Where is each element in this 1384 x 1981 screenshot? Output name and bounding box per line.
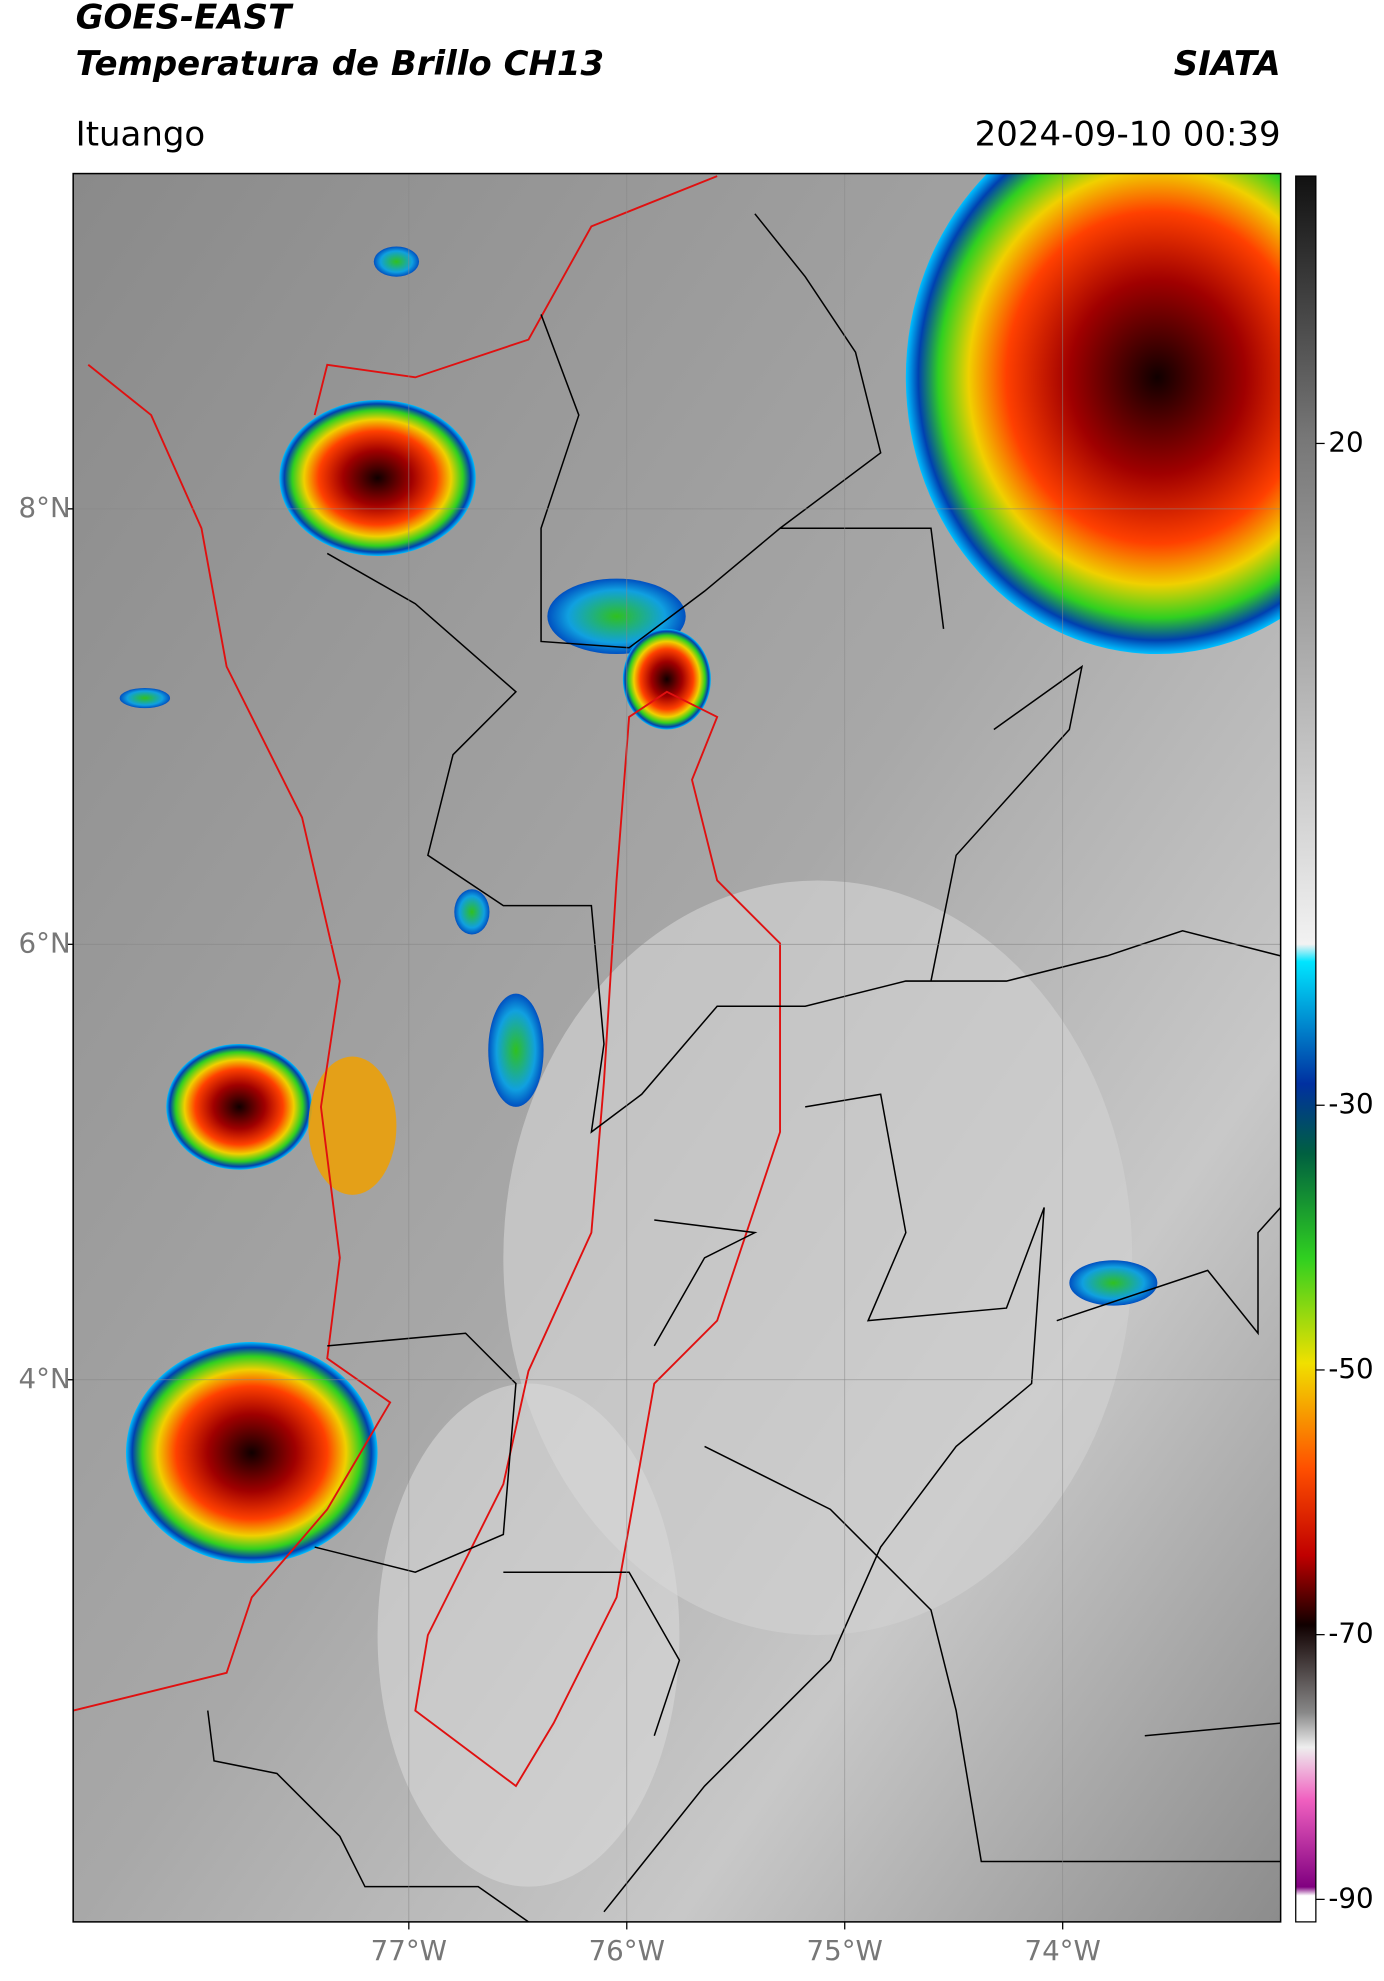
x-tick-label: 77°W [371,1934,447,1967]
colorbar-tick-label: -90 [1328,1881,1373,1914]
colorbar-tick-label: 20 [1328,425,1363,458]
title: GOES-EAST [76,0,294,37]
location: Ituango [76,114,206,154]
x-tick-label: 76°W [589,1934,665,1967]
colorbar-tick-label: -70 [1328,1617,1373,1650]
timestamp: 2024-09-10 00:39 [975,114,1281,154]
colorbar-tick-label: -30 [1328,1087,1373,1120]
x-tick-label: 75°W [807,1934,883,1967]
y-tick-label: 4°N [19,1362,71,1395]
colorbar [1295,175,1317,1923]
map-image [73,173,1281,1922]
map-frame [72,172,1282,1923]
y-tick-label: 6°N [19,926,71,959]
brand: SIATA [1174,44,1281,84]
y-tick-label: 8°N [19,491,71,524]
colorbar-tick-label: -50 [1328,1352,1373,1385]
subtitle: Temperatura de Brillo CH13 [76,44,604,84]
x-tick-label: 74°W [1024,1934,1100,1967]
